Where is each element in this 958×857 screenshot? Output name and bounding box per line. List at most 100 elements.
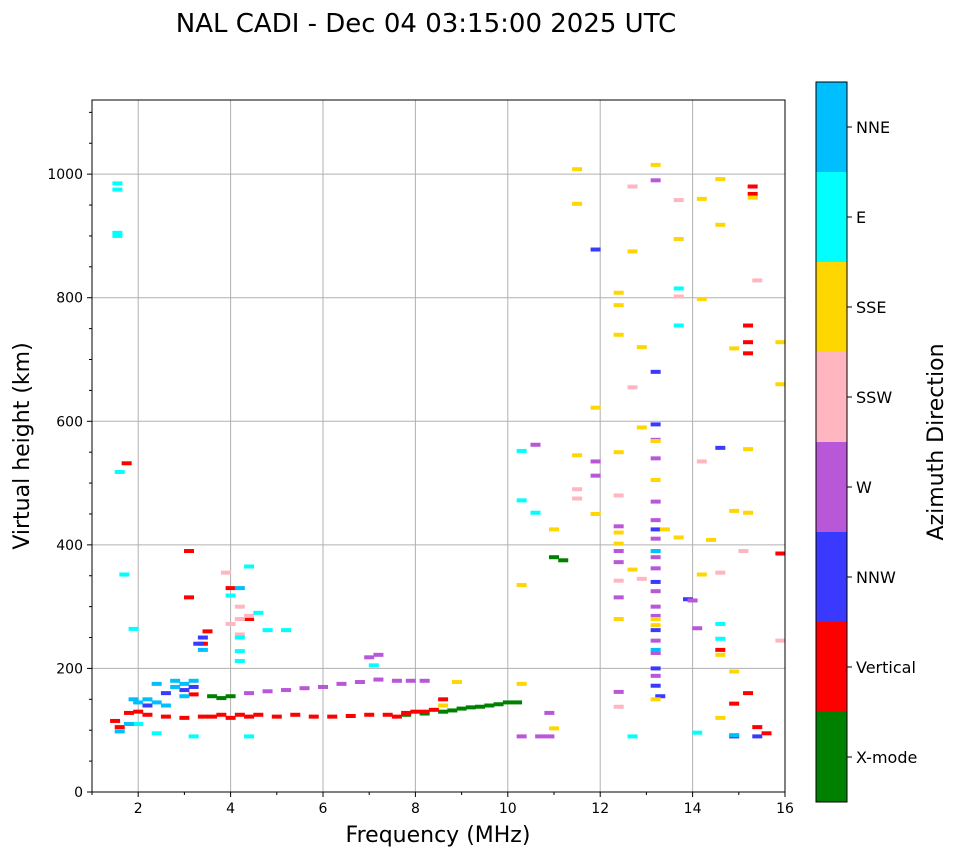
data-point-sse xyxy=(516,681,527,686)
data-point-w xyxy=(650,518,661,523)
data-point-nne xyxy=(179,694,190,699)
x-tick-label: 8 xyxy=(411,801,420,817)
data-point-e xyxy=(234,649,245,654)
data-point-e xyxy=(128,626,139,631)
data-point-e xyxy=(188,734,199,739)
x-tick-label: 2 xyxy=(134,801,143,817)
data-point-ssw xyxy=(572,487,583,492)
data-point-nne xyxy=(128,697,139,702)
data-point-nne xyxy=(142,697,153,702)
data-point-vertical xyxy=(244,617,255,621)
data-point-w xyxy=(419,678,430,683)
data-point-ssw xyxy=(715,570,726,575)
data-point-vertical xyxy=(184,549,195,554)
data-point-w xyxy=(373,652,384,657)
data-point-w xyxy=(650,456,661,461)
data-point-w xyxy=(613,560,624,565)
data-point-vertical xyxy=(110,718,121,723)
data-point-x-mode xyxy=(558,558,569,563)
data-point-w xyxy=(613,549,624,554)
data-point-sse xyxy=(715,652,726,657)
x-tick-label: 12 xyxy=(591,801,609,817)
data-point-nne xyxy=(179,681,190,686)
data-point-nnw xyxy=(650,666,661,671)
data-point-w xyxy=(650,650,661,655)
colorbar-segment-nnw xyxy=(816,532,847,622)
data-point-sse xyxy=(590,511,601,516)
data-point-e xyxy=(692,730,703,735)
data-point-sse xyxy=(696,296,707,301)
data-point-ssw xyxy=(613,493,624,498)
data-point-sse xyxy=(613,332,624,337)
data-point-sse xyxy=(613,541,624,546)
data-point-sse xyxy=(650,697,661,702)
data-point-e xyxy=(253,610,264,615)
data-point-sse xyxy=(549,527,559,532)
data-point-vertical xyxy=(743,323,754,328)
y-tick-label: 1000 xyxy=(47,167,83,183)
data-point-ssw xyxy=(673,198,684,203)
data-point-vertical xyxy=(225,586,236,591)
y-tick-label: 600 xyxy=(56,414,83,430)
data-point-w xyxy=(650,536,661,541)
data-point-sse xyxy=(549,726,559,731)
data-point-x-mode xyxy=(207,694,218,699)
data-point-sse xyxy=(613,450,624,455)
data-point-w xyxy=(405,678,416,683)
data-point-vertical xyxy=(133,709,144,714)
colorbar-title: Azimuth Direction xyxy=(924,343,949,540)
data-point-vertical xyxy=(747,184,758,189)
data-point-ssw xyxy=(627,385,638,390)
data-point-ssw xyxy=(234,617,245,621)
y-axis-label: Virtual height (km) xyxy=(10,342,35,549)
data-point-vertical xyxy=(428,707,439,712)
data-point-e xyxy=(112,233,123,238)
data-point-w xyxy=(650,566,661,571)
data-point-e xyxy=(516,448,527,453)
data-point-e xyxy=(119,572,130,577)
data-point-nnw xyxy=(650,422,661,427)
data-point-sse xyxy=(627,249,638,254)
data-point-vertical xyxy=(761,731,772,736)
data-point-vertical xyxy=(327,714,338,719)
y-tick-label: 0 xyxy=(74,785,83,801)
data-point-sse xyxy=(516,583,527,588)
data-point-sse xyxy=(650,477,661,482)
data-point-w xyxy=(650,613,661,618)
data-point-e xyxy=(234,659,245,664)
data-point-sse xyxy=(729,669,740,674)
y-tick-label: 200 xyxy=(56,661,83,677)
data-point-w xyxy=(613,524,624,529)
data-point-ssw xyxy=(627,184,638,189)
data-point-sse xyxy=(775,340,786,345)
data-point-nnw xyxy=(715,445,726,450)
data-point-e xyxy=(530,510,541,515)
data-point-w xyxy=(354,680,365,685)
data-point-vertical xyxy=(234,712,245,717)
data-point-x-mode xyxy=(484,703,495,708)
data-point-vertical xyxy=(775,551,786,556)
colorbar: X-mode Vertical NNW W SSW SSE E NNE xyxy=(815,81,917,803)
plot-frame xyxy=(91,99,786,793)
colorbar-segment-x-mode xyxy=(816,712,847,802)
data-point-sse xyxy=(613,617,624,621)
data-point-vertical xyxy=(419,709,430,714)
colorbar-label-sse: SSE xyxy=(856,298,886,317)
x-axis-label: Frequency (MHz) xyxy=(346,823,531,848)
data-point-nne xyxy=(133,700,144,705)
data-point-e xyxy=(151,731,162,736)
data-point-nnw xyxy=(590,247,601,252)
data-point-x-mode xyxy=(225,694,236,699)
data-point-nne xyxy=(650,647,661,652)
data-point-w xyxy=(692,626,703,631)
data-point-vertical xyxy=(743,351,754,356)
data-point-ssw xyxy=(696,459,707,464)
data-point-nnw xyxy=(142,703,153,708)
data-point-sse xyxy=(650,439,661,444)
data-point-vertical xyxy=(715,647,726,652)
data-point-sse xyxy=(572,201,583,206)
data-point-e xyxy=(715,621,726,626)
data-point-vertical xyxy=(345,714,356,719)
data-point-nnw xyxy=(655,694,666,699)
